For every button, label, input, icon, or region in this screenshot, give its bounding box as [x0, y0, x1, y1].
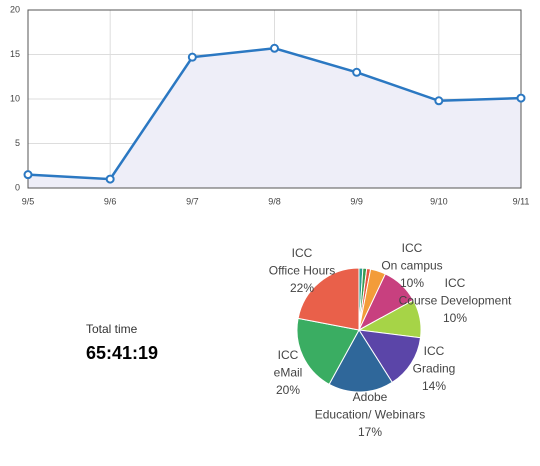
x-tick-label: 9/11 [513, 196, 530, 206]
x-tick-label: 9/10 [430, 196, 448, 206]
point [516, 93, 526, 103]
pie-label: Course Development [399, 294, 512, 308]
point [23, 170, 33, 180]
y-tick-label: 5 [15, 138, 20, 148]
area [28, 48, 521, 188]
pie-value-label: 17% [358, 425, 382, 439]
pie-label: On campus [381, 259, 442, 273]
pie-value-label: 20% [276, 383, 300, 397]
pie-label: ICC [278, 348, 299, 362]
pie-slice [328, 329, 393, 393]
total-label: Total time [86, 322, 138, 336]
pie-label: Office Hours [269, 264, 335, 278]
pie-label: ICC [402, 241, 423, 255]
x-tick-label: 9/9 [350, 196, 363, 206]
pie-label: Grading [413, 362, 456, 376]
x-tick-label: 9/7 [186, 196, 199, 206]
pie-value-label: 10% [400, 276, 424, 290]
pie-slice [358, 329, 422, 384]
y-tick-label: 10 [10, 93, 20, 103]
y-tick-label: 20 [10, 4, 20, 14]
pie-label: ICC [424, 344, 445, 358]
pie-label: eMail [274, 366, 303, 380]
pie-value-label: 10% [443, 311, 467, 325]
point [270, 43, 279, 53]
pie-slice [296, 317, 360, 386]
point [434, 96, 444, 106]
pie-label: Adobe [353, 390, 388, 404]
pie-label: Education/ Webinars [315, 408, 426, 422]
pie-label: ICC [292, 246, 313, 260]
pie-slice [297, 267, 360, 331]
y-tick-label: 15 [10, 49, 20, 59]
y-tick-label: 0 [15, 182, 20, 192]
total-value: 65:41:19 [86, 343, 158, 363]
point [187, 52, 197, 62]
x-tick-label: 9/6 [104, 196, 117, 206]
point [105, 174, 115, 184]
pie-label: ICC [445, 276, 466, 290]
x-tick-label: 9/8 [268, 196, 281, 206]
pie-value-label: 22% [290, 281, 314, 295]
x-tick-label: 9/5 [22, 196, 35, 206]
point [352, 67, 362, 77]
pie-value-label: 14% [422, 379, 446, 393]
